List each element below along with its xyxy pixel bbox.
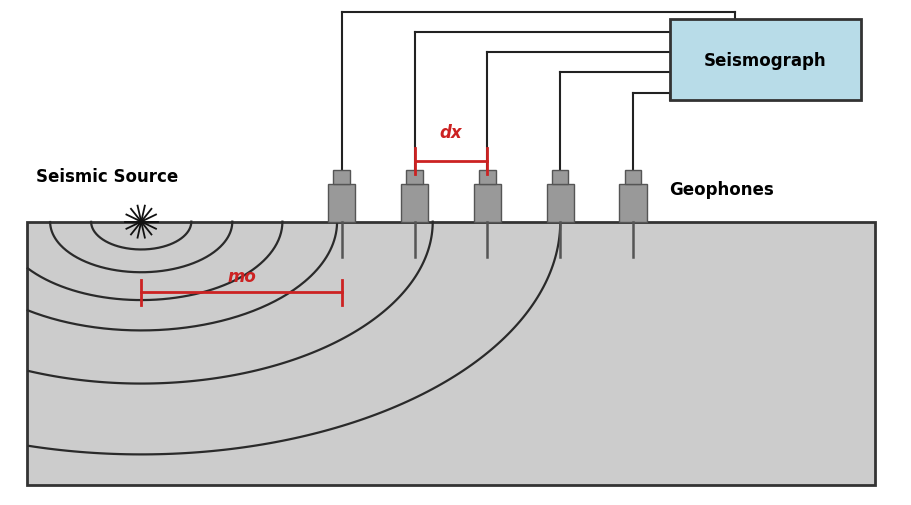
- Text: Geophones: Geophones: [670, 180, 774, 198]
- Bar: [625, 170, 641, 184]
- Bar: [401, 184, 428, 222]
- Bar: [27, 222, 875, 485]
- Bar: [406, 170, 423, 184]
- Bar: [333, 170, 350, 184]
- Text: Seismograph: Seismograph: [704, 52, 826, 70]
- Bar: [328, 184, 355, 222]
- Bar: [479, 170, 496, 184]
- Text: dx: dx: [440, 123, 462, 141]
- Text: mo: mo: [227, 267, 256, 285]
- Bar: [670, 20, 861, 101]
- Bar: [552, 170, 568, 184]
- Bar: [547, 184, 574, 222]
- Text: Seismic Source: Seismic Source: [36, 168, 179, 186]
- Bar: [474, 184, 501, 222]
- Bar: [619, 184, 647, 222]
